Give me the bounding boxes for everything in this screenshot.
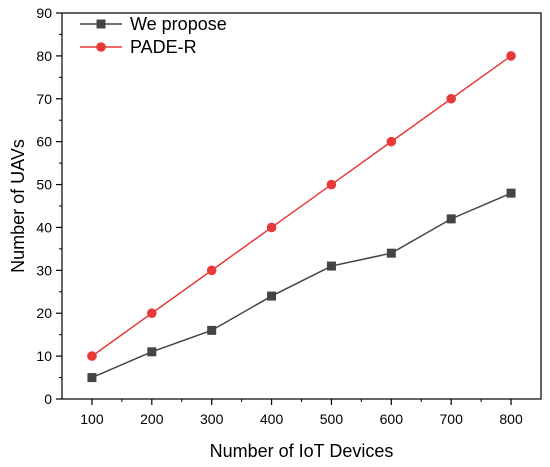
y-tick-label: 40 [36,219,52,235]
y-tick-label: 20 [36,305,52,321]
data-point-pade-r [207,266,217,276]
data-point-pade-r [506,51,516,61]
data-point-we-propose [447,214,456,223]
x-tick-label: 800 [499,411,523,427]
legend-label: We propose [130,14,227,34]
legend-marker-square [97,20,106,29]
y-tick-label: 90 [36,5,52,21]
legend: We propose PADE-R [80,14,227,57]
y-tick-label: 50 [36,177,52,193]
x-tick-label: 100 [80,411,104,427]
data-point-we-propose [147,347,156,356]
x-tick-label: 400 [260,411,284,427]
data-point-pade-r [446,94,456,104]
data-point-we-propose [267,292,276,301]
data-point-we-propose [207,326,216,335]
data-point-pade-r [147,308,157,318]
data-point-pade-r [267,223,277,233]
y-tick-label: 0 [44,391,52,407]
x-tick-label: 700 [440,411,464,427]
x-tick-label: 200 [140,411,164,427]
data-point-we-propose [387,249,396,258]
data-point-pade-r [387,137,397,147]
data-point-we-propose [507,189,516,198]
x-axis-title: Number of IoT Devices [210,441,394,461]
x-tick-label: 600 [380,411,404,427]
data-point-we-propose [327,262,336,271]
data-point-pade-r [327,180,337,190]
y-axis-title: Number of UAVs [8,139,28,273]
y-tick-label: 30 [36,262,52,278]
series-layer [87,51,516,382]
data-point-pade-r [87,351,97,361]
x-tick-label: 500 [320,411,344,427]
y-tick-label: 10 [36,348,52,364]
legend-label: PADE-R [130,37,197,57]
data-point-we-propose [87,373,96,382]
y-tick-label: 60 [36,134,52,150]
y-tick-label: 70 [36,91,52,107]
x-tick-label: 300 [200,411,224,427]
legend-marker-circle [96,42,106,52]
y-tick-label: 80 [36,48,52,64]
